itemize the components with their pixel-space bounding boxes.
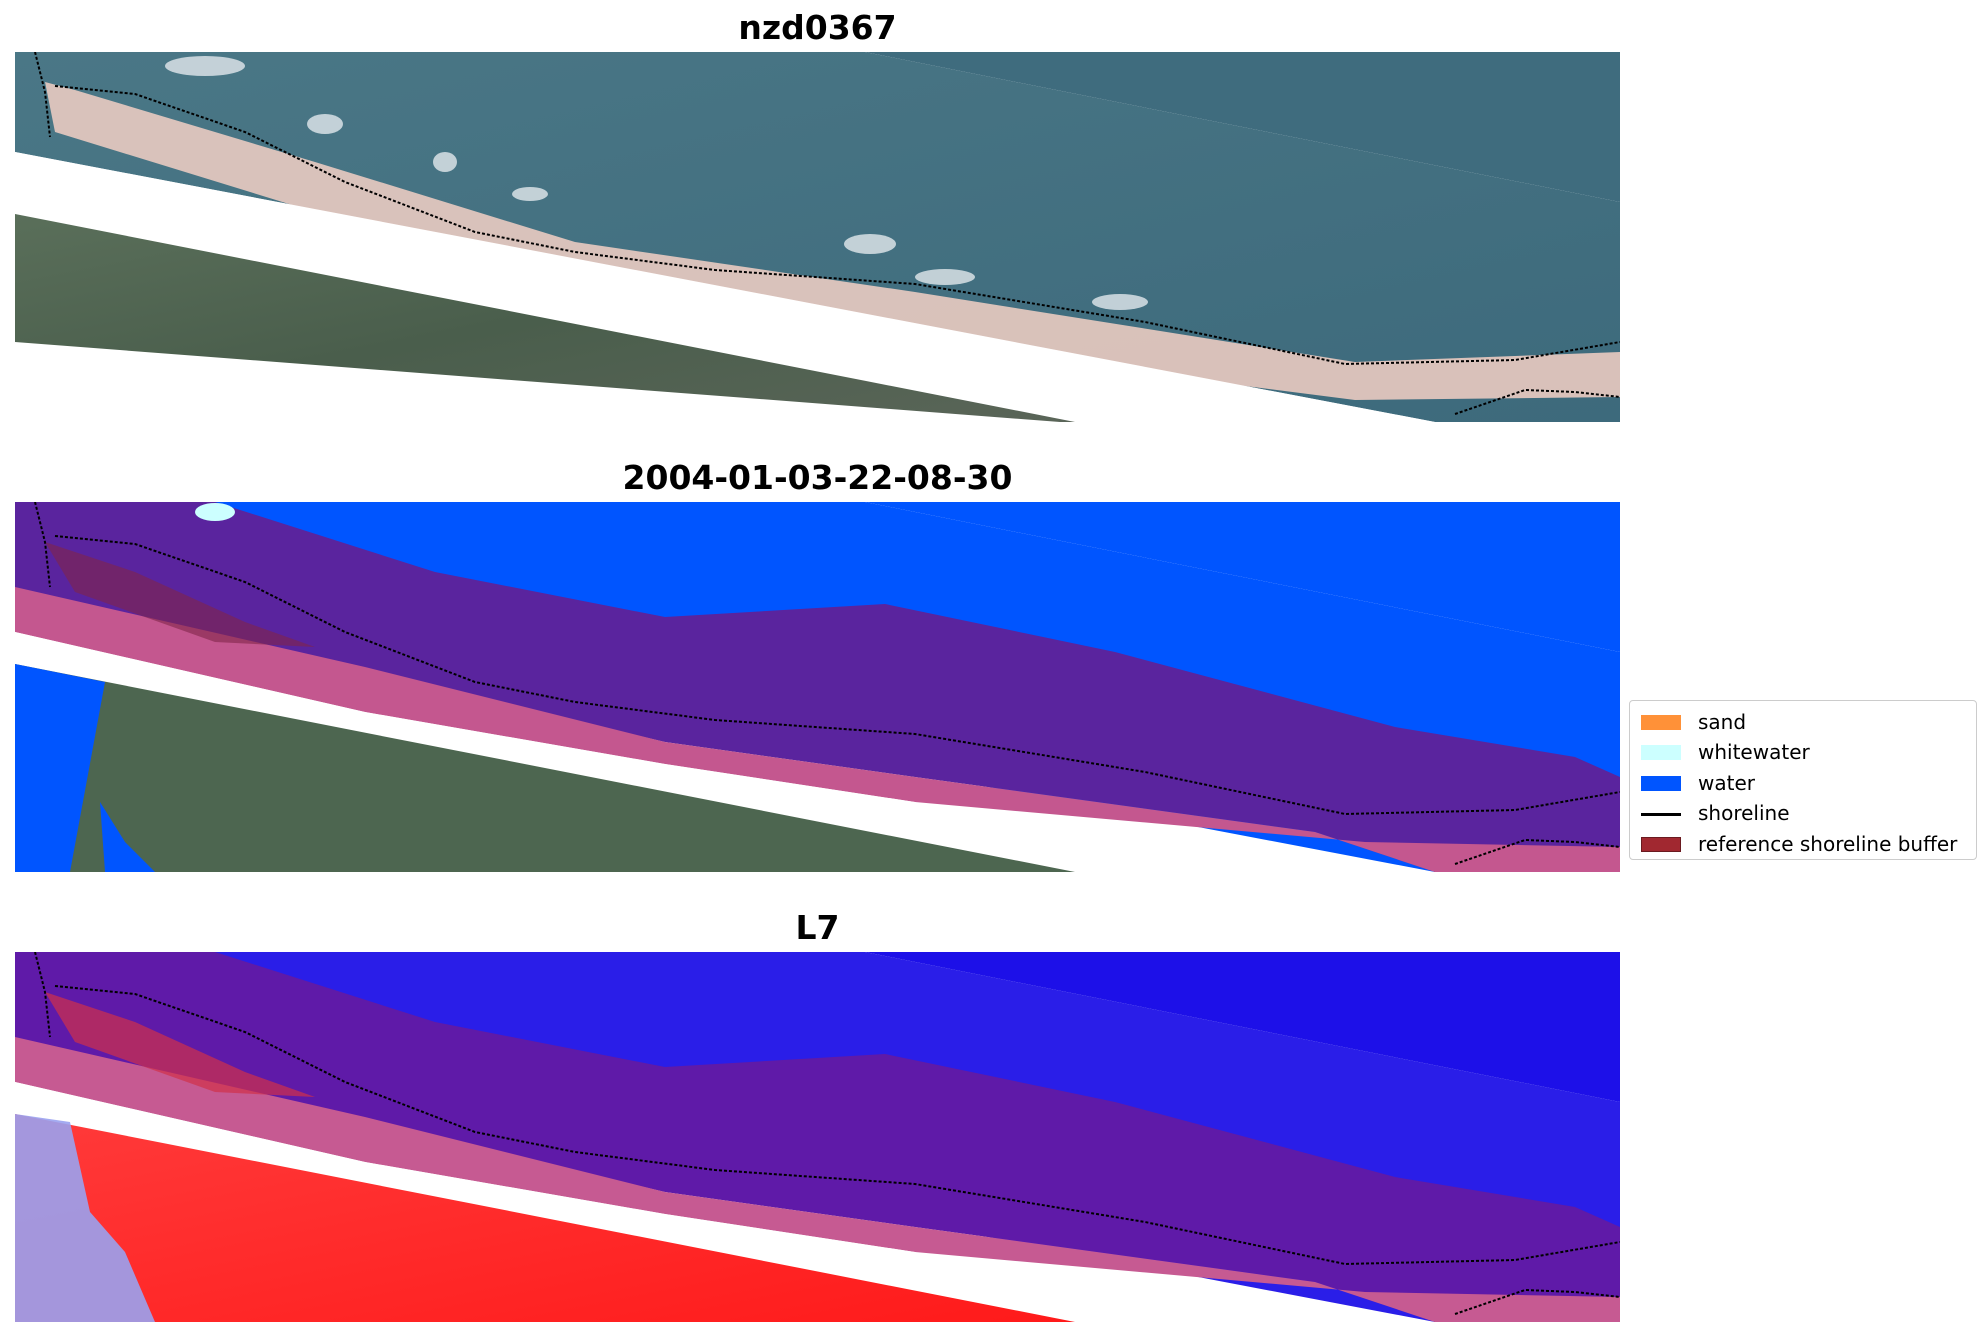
legend-label-water: water — [1698, 770, 1755, 795]
panel-title-rgb: nzd0367 — [738, 8, 897, 47]
legend-item-reference-buffer: reference shoreline buffer — [1630, 829, 1976, 859]
classified-satellite-image — [15, 502, 1620, 872]
legend-item-water: water — [1630, 768, 1976, 798]
legend-label-reference-buffer: reference shoreline buffer — [1698, 831, 1958, 856]
rgb-image-panel — [15, 52, 1620, 422]
legend-item-whitewater: whitewater — [1630, 737, 1976, 767]
whitewater-swatch — [1641, 745, 1681, 761]
legend-label-whitewater: whitewater — [1698, 740, 1810, 765]
index-satellite-image — [15, 952, 1620, 1322]
legend-label-sand: sand — [1698, 710, 1747, 734]
water-swatch — [1641, 775, 1681, 791]
legend: sand whitewater water shoreline referenc… — [1629, 700, 1977, 860]
sand-swatch — [1641, 715, 1681, 730]
panel-title-index: L7 — [795, 908, 840, 947]
reference-buffer-swatch — [1641, 836, 1681, 852]
rgb-satellite-image — [15, 52, 1620, 422]
panel-title-classified: 2004-01-03-22-08-30 — [622, 458, 1013, 497]
legend-item-sand: sand — [1630, 707, 1976, 737]
legend-item-shoreline: shoreline — [1630, 798, 1976, 828]
index-image-panel — [15, 952, 1620, 1322]
legend-label-shoreline: shoreline — [1698, 801, 1790, 826]
shoreline-line-swatch — [1641, 813, 1681, 816]
classified-image-panel — [15, 502, 1620, 872]
